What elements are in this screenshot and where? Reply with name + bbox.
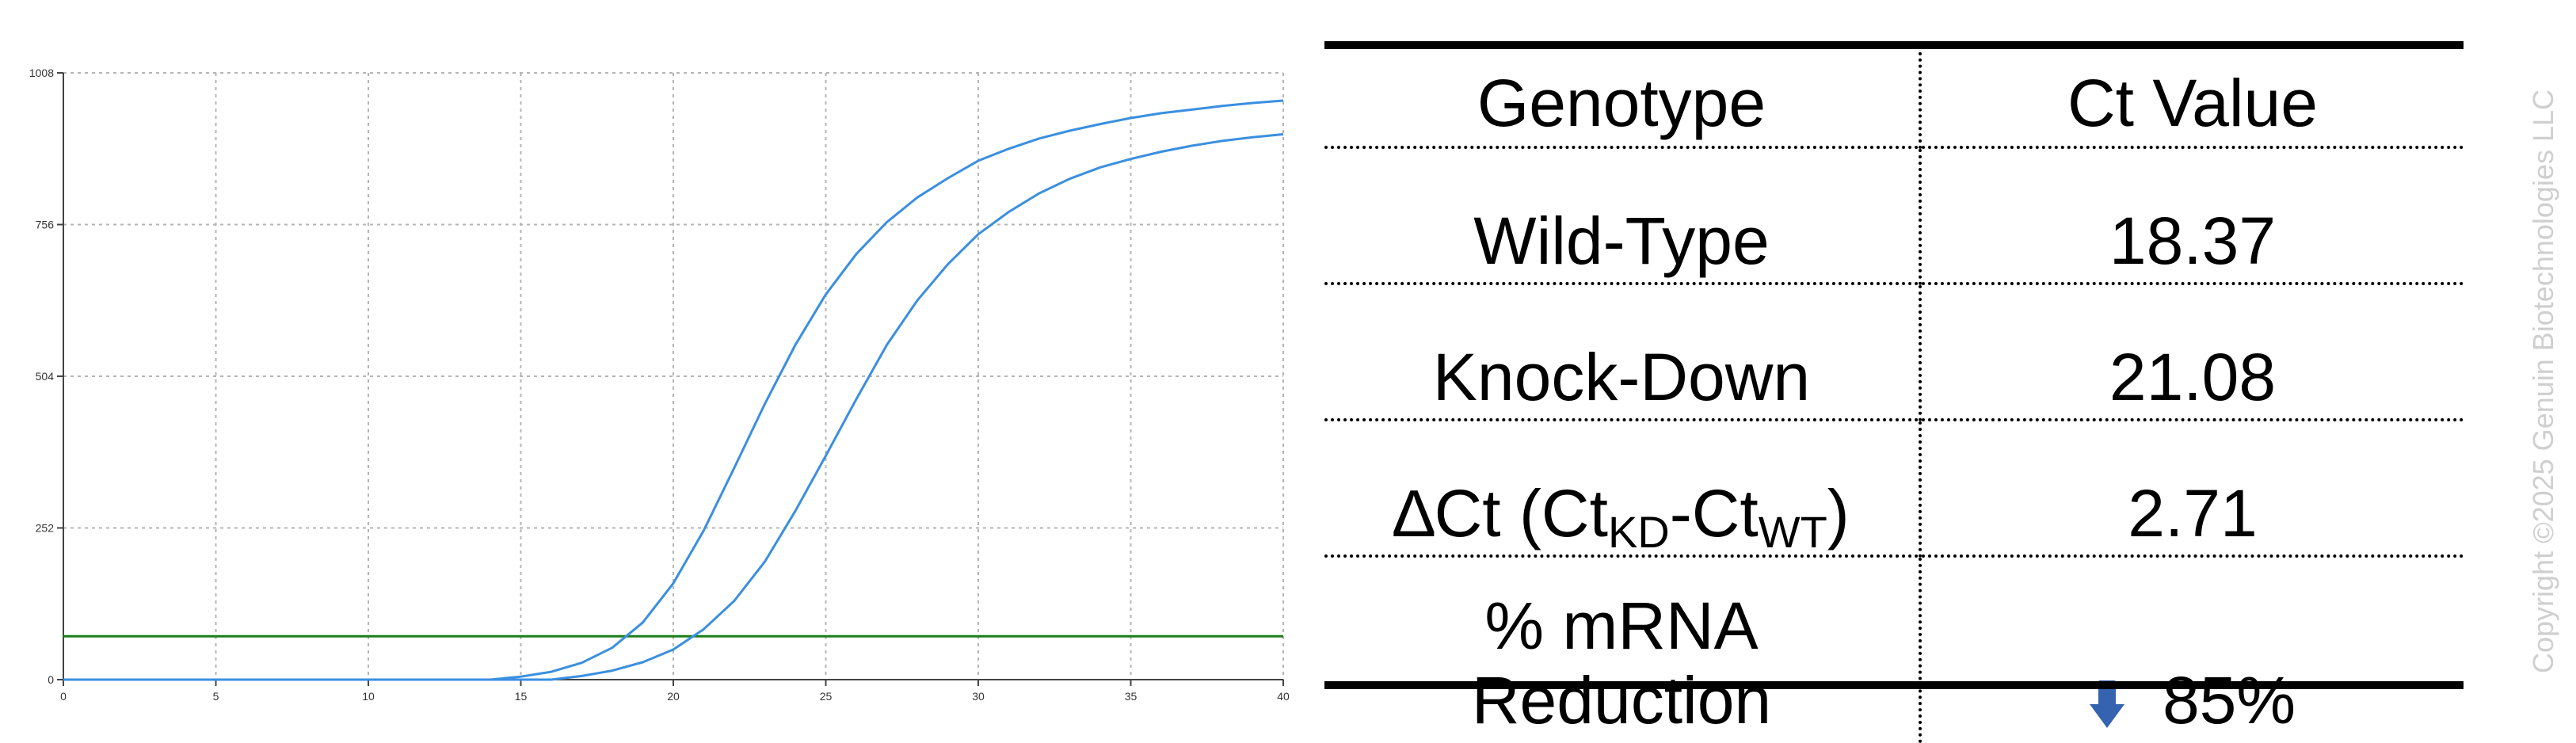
y-tick-label: 0 [48,673,54,686]
table-top-rule [1324,41,2464,49]
ct-results-table: Genotype Ct Value Wild-Type 18.37 Knock-… [1324,46,2464,743]
y-tick-label: 504 [36,370,55,383]
table-bottom-rule [1324,681,2464,689]
table-header-row: Genotype Ct Value [1324,46,2464,147]
delta-label-pre: Ct (Ct [1434,476,1608,551]
row-label-wild-type: Wild-Type [1324,146,1922,284]
x-tick-label: 30 [972,690,985,703]
delta-label-mid: -Ct [1669,476,1759,551]
amplification-chart: 0 5 10 15 20 25 30 35 40 0 252 504 756 1008 [0,0,1299,703]
amplification-plot: 0 5 10 15 20 25 30 35 40 0 252 504 756 1008 [29,67,1290,703]
row-label-delta-ct: ∆Ct (CtKD-CtWT) [1324,418,1922,557]
reduction-value: 85% [2162,663,2296,737]
delta-sub-kd: KD [1607,507,1670,557]
reduction-label-line1: % mRNA [1484,589,1759,663]
amplification-curve-2 [63,133,1284,681]
x-tick-label: 5 [213,690,219,703]
header-ct-value: Ct Value [2067,66,2318,140]
row-value-delta-ct: 2.71 [1920,418,2464,556]
y-tick-label: 252 [36,522,55,535]
row-label-reduction: % mRNA Reduction [1324,554,1922,743]
row-value-wild-type: 18.37 [1920,146,2464,284]
delta-label-post: ) [1827,476,1850,551]
table-row: Knock-Down 21.08 [1324,282,2464,420]
row-value-knock-down: 21.08 [1920,282,2464,420]
y-tick-label: 1008 [29,67,54,79]
x-tick-label: 25 [820,690,833,703]
delta-sub-wt: WT [1758,507,1827,557]
x-tick-label: 15 [515,690,528,703]
x-tick-label: 35 [1125,690,1137,703]
table-row: ∆Ct (CtKD-CtWT) 2.71 [1324,418,2464,557]
table-row: Wild-Type 18.37 [1324,146,2464,284]
x-tick-label: 40 [1277,690,1290,703]
row-label-knock-down: Knock-Down [1324,282,1922,420]
copyright-watermark: Copyright ©2025 Genuin Biotechnologies L… [2527,79,2559,673]
x-tick-label: 0 [60,690,67,703]
amplification-curve-1 [63,99,1284,681]
row-value-reduction: 85% [1920,554,2464,743]
x-tick-label: 20 [667,690,680,703]
delta-symbol: ∆ [1393,476,1435,551]
header-genotype: Genotype [1324,46,1922,147]
y-tick-label: 756 [36,219,55,231]
x-tick-label: 10 [362,690,375,703]
table-row: % mRNA Reduction 85% [1324,554,2464,743]
copyright-text: Copyright ©2025 Genuin Biotechnologies L… [2527,90,2559,673]
reduction-label-line2: Reduction [1471,663,1772,737]
